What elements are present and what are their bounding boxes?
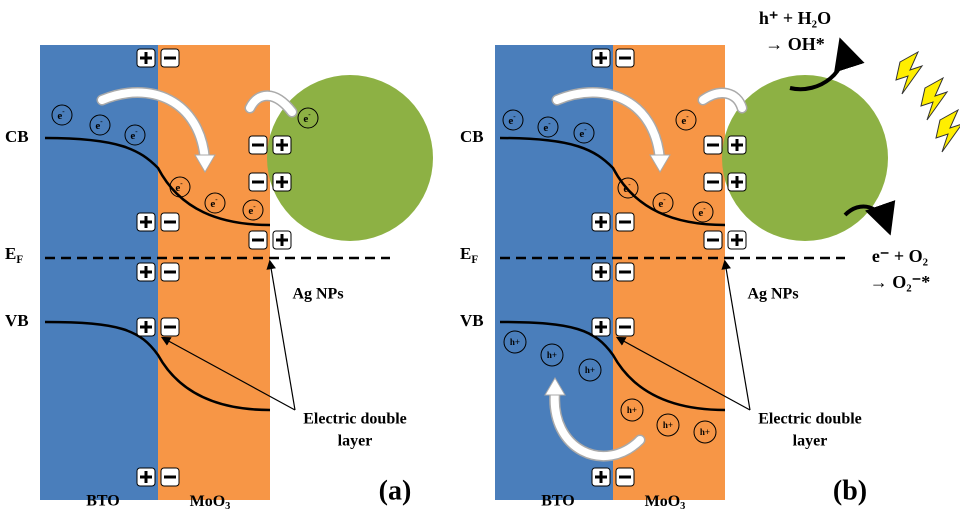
lightning: [936, 110, 960, 152]
ef-label-main: E: [5, 244, 16, 263]
lightning: [921, 78, 947, 120]
figure: CBEFVBBTOMoO3Ag NPsElectric doublelayer(…: [0, 0, 960, 515]
reduction-reaction: e⁻ + O₂: [872, 246, 928, 266]
moo3-label-sub: 3: [225, 501, 230, 512]
panel-label: (a): [379, 475, 412, 506]
pointer: [270, 262, 295, 410]
panel-label: (b): [833, 475, 867, 506]
bto-label: BTO: [541, 493, 575, 510]
annotation-line: layer: [793, 433, 828, 450]
ag-label: Ag NPs: [292, 286, 343, 303]
lightning: [896, 52, 922, 94]
hole-label: h+: [510, 337, 520, 347]
moo3-label-sub: 3: [680, 501, 685, 512]
reduction-reaction: → O₂⁻*: [870, 272, 930, 292]
pointer: [725, 262, 750, 410]
oxidation-reaction: → OH*: [765, 34, 825, 54]
moo3-label: MoO3: [645, 493, 686, 513]
ef-label-main: E: [460, 244, 471, 263]
ag-nanoparticle: [267, 75, 433, 241]
ef-label: EF: [460, 244, 478, 266]
hole-label: h+: [627, 405, 637, 415]
hole-label: h+: [547, 350, 557, 360]
ag-label: Ag NPs: [747, 286, 798, 303]
moo3-label-main: MoO: [190, 493, 226, 510]
moo3-label-main: MoO: [645, 493, 681, 510]
annotation-line: layer: [338, 433, 373, 450]
bto-label: BTO: [86, 493, 120, 510]
moo3-label: MoO3: [190, 493, 231, 513]
ef-label-sub: F: [471, 254, 478, 266]
hole-label: h+: [700, 427, 710, 437]
vb-label: VB: [5, 311, 29, 330]
hole-label: h+: [585, 365, 595, 375]
hole-label: h+: [663, 420, 673, 430]
vb-label: VB: [460, 311, 484, 330]
ef-label: EF: [5, 244, 23, 266]
cb-label: CB: [5, 127, 29, 146]
annotation-line: Electric double: [303, 411, 407, 428]
cb-label: CB: [460, 127, 484, 146]
oxidation-reaction: h⁺ + H₂O: [759, 8, 831, 28]
ag-nanoparticle: [722, 75, 888, 241]
annotation-line: Electric double: [758, 411, 862, 428]
ef-label-sub: F: [16, 254, 23, 266]
